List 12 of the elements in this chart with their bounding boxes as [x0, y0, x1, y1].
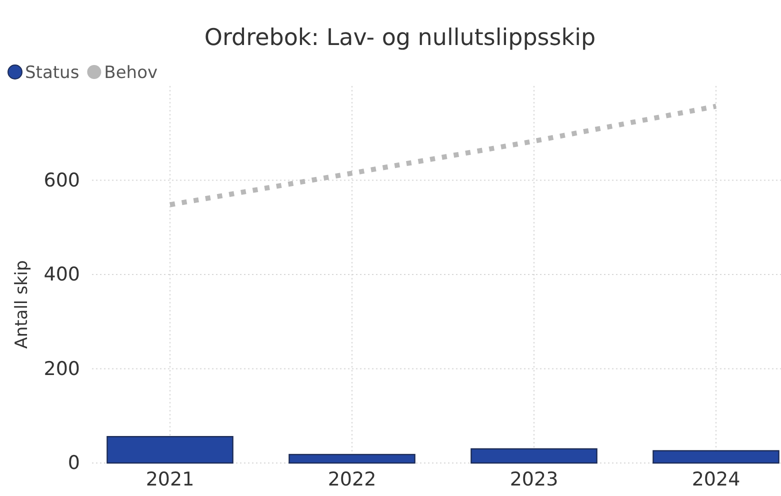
legend-label: Behov [104, 63, 158, 83]
y-axis-title: Antall skip [12, 260, 32, 349]
x-tick-label: 2023 [510, 468, 558, 490]
y-tick-label: 600 [44, 169, 80, 192]
y-tick-label: 400 [44, 264, 80, 286]
y-tick-label: 200 [44, 358, 80, 380]
chart-title: Ordrebok: Lav- og nullutslippsskip [204, 25, 596, 51]
x-tick-label: 2024 [692, 468, 740, 490]
x-tick-label: 2021 [146, 468, 194, 490]
legend-label: Status [25, 63, 80, 83]
x-tick-label: 2022 [328, 468, 376, 490]
y-tick-label: 0 [68, 452, 80, 474]
